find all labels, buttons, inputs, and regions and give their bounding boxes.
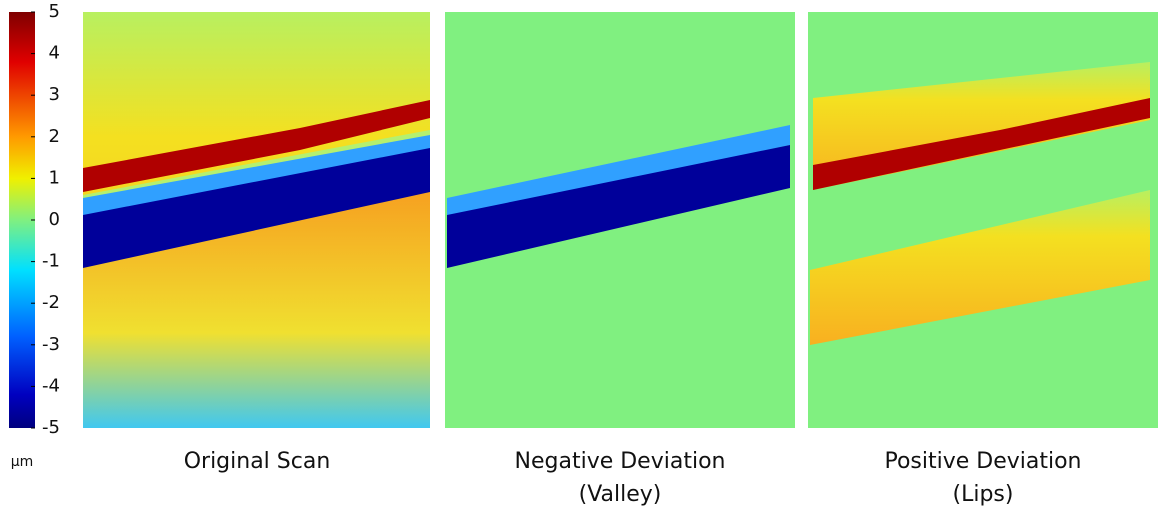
tick-label: -1 — [42, 251, 60, 272]
captions: Original Scan Negative Deviation (Valley) P… — [184, 449, 1082, 507]
tick-label: -5 — [42, 417, 60, 438]
panel-caption: (Valley) — [579, 482, 662, 507]
scan-edge — [83, 135, 430, 218]
panel-caption: Original Scan — [184, 449, 331, 474]
scan-ridge — [813, 98, 1150, 190]
unit-label: μm — [11, 454, 34, 470]
colorbar: 5 4 3 2 1 0 -1 -2 -3 -4 -5 — [9, 1, 60, 438]
panel-negative — [445, 12, 795, 428]
tick-label: 2 — [49, 126, 60, 147]
panel-caption: Negative Deviation — [515, 449, 726, 474]
tick-label: -2 — [42, 292, 60, 313]
tick-label: 3 — [49, 84, 60, 105]
scan-lower — [83, 190, 430, 428]
panel-caption: Positive Deviation — [884, 449, 1081, 474]
tick-label: 4 — [49, 43, 60, 64]
scan-lower — [810, 190, 1150, 345]
tick-label: 5 — [49, 1, 60, 22]
tick-label: -3 — [42, 334, 60, 355]
scan-valley — [447, 145, 790, 268]
panel-caption: (Lips) — [953, 482, 1014, 507]
tick-label: 0 — [49, 209, 60, 230]
panel-positive — [808, 12, 1158, 428]
colorbar-gradient — [9, 12, 35, 428]
scan-ridge — [83, 100, 430, 192]
scan-valley — [83, 148, 430, 268]
scan-edge — [447, 125, 790, 218]
tick-label: 1 — [49, 167, 60, 188]
tick-label: -4 — [42, 375, 60, 396]
panel-original — [83, 12, 430, 428]
